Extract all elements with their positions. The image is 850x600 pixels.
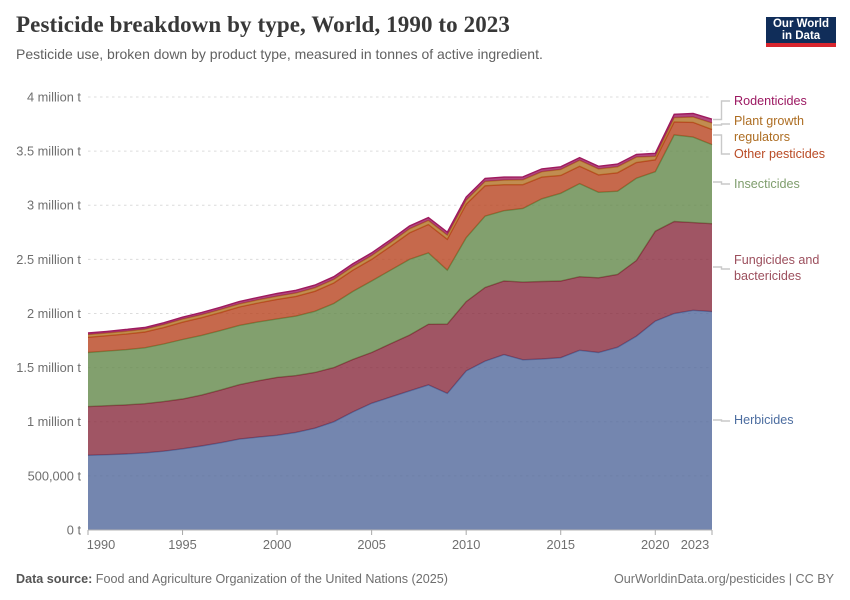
legend-connector — [713, 100, 730, 121]
area-fungicides-and-bactericides[interactable] — [88, 221, 712, 456]
chart-header: Pesticide breakdown by type, World, 1990… — [16, 12, 756, 62]
x-tick-label: 2015 — [546, 537, 574, 552]
chart-footer: Data source: Food and Agriculture Organi… — [0, 560, 850, 600]
data-source-text: Food and Agriculture Organization of the… — [92, 572, 448, 586]
y-tick-label: 1.5 million t — [16, 360, 81, 375]
legend-item-fungicides[interactable]: Fungicides and bactericides — [734, 253, 820, 283]
area-rodenticides[interactable] — [88, 113, 712, 335]
area-herbicides[interactable] — [88, 310, 712, 530]
legend-connector — [713, 266, 730, 270]
page-title: Pesticide breakdown by type, World, 1990… — [16, 12, 510, 37]
x-tick-label: 1995 — [168, 537, 196, 552]
legend-connector — [713, 181, 730, 185]
y-tick-label: 2.5 million t — [16, 252, 81, 267]
y-tick-label: 500,000 t — [28, 468, 82, 483]
y-tick-label: 3 million t — [27, 198, 81, 213]
area-plant-growth-regulators[interactable] — [88, 117, 712, 338]
legend-item-insecticides[interactable]: Insecticides — [734, 177, 800, 191]
x-tick-label: 2023 — [681, 537, 709, 552]
x-tick-label: 2005 — [357, 537, 385, 552]
legend-connector — [713, 123, 730, 126]
x-tick-label: 2000 — [263, 537, 291, 552]
y-tick-label: 3.5 million t — [16, 144, 81, 159]
credit-link[interactable]: OurWorldinData.org/pesticides | CC BY — [613, 572, 834, 586]
legend-connector — [713, 419, 730, 422]
x-tick-label: 1990 — [87, 537, 115, 552]
area-other-pesticides[interactable] — [88, 121, 712, 353]
area-insecticides[interactable] — [88, 134, 712, 407]
area-border — [87, 112, 713, 334]
y-tick-label: 0 t — [67, 522, 82, 537]
y-tick-label: 4 million t — [27, 89, 81, 104]
owid-logo[interactable]: Our World in Data — [766, 17, 836, 47]
legend-connector — [713, 134, 730, 155]
x-tick-label: 2010 — [452, 537, 480, 552]
legend-item-plant-growth-regulators[interactable]: Plant growth regulators — [734, 114, 805, 144]
data-source-label: Data source: — [16, 572, 93, 586]
x-tick-label: 2020 — [641, 537, 669, 552]
chart-subtitle: Pesticide use, broken down by product ty… — [16, 46, 543, 62]
data-source: Data source: Food and Agriculture Organi… — [16, 572, 448, 586]
legend-item-other-pesticides[interactable]: Other pesticides — [734, 147, 825, 161]
y-tick-label: 1 million t — [27, 414, 81, 429]
legend-item-rodenticides[interactable]: Rodenticides — [734, 94, 807, 108]
owid-logo-line2: in Data — [781, 30, 821, 42]
y-tick-label: 2 million t — [27, 306, 81, 321]
owid-logo-line1: Our World — [772, 17, 829, 30]
legend-item-herbicides[interactable]: Herbicides — [734, 413, 794, 427]
